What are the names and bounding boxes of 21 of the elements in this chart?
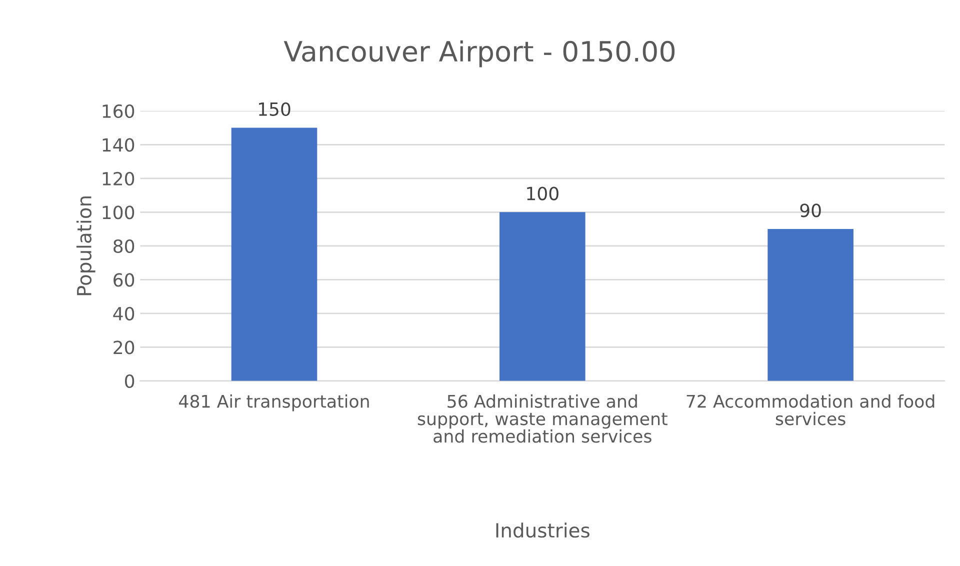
x-tick-label: 481 Air transportation [179,394,369,412]
data-label: 90 [800,204,821,218]
bar [231,128,318,381]
data-label: 100 [527,186,558,200]
y-tick-label: 0 [125,374,134,388]
y-tick-label: 140 [102,138,134,152]
x-tick-label: 56 Administrative and support, waste management and remediation services [418,394,668,443]
bar [499,212,586,381]
y-tick-label: 100 [102,206,134,220]
chart-title: Vancouver Airport - 0150.00 [284,40,675,68]
y-tick-label: 60 [114,273,134,287]
bar [768,229,854,381]
x-tick-label: 72 Accommodation and food services [686,394,934,426]
y-tick-label: 20 [114,340,134,354]
y-axis-title: Population [76,196,96,296]
y-tick-label: 40 [113,306,134,321]
data-label: 150 [258,102,290,116]
x-axis-title: Industries [496,522,590,538]
y-tick-label: 120 [102,172,134,186]
y-tick-label: 160 [102,104,134,118]
y-tick-label: 80 [114,239,134,254]
